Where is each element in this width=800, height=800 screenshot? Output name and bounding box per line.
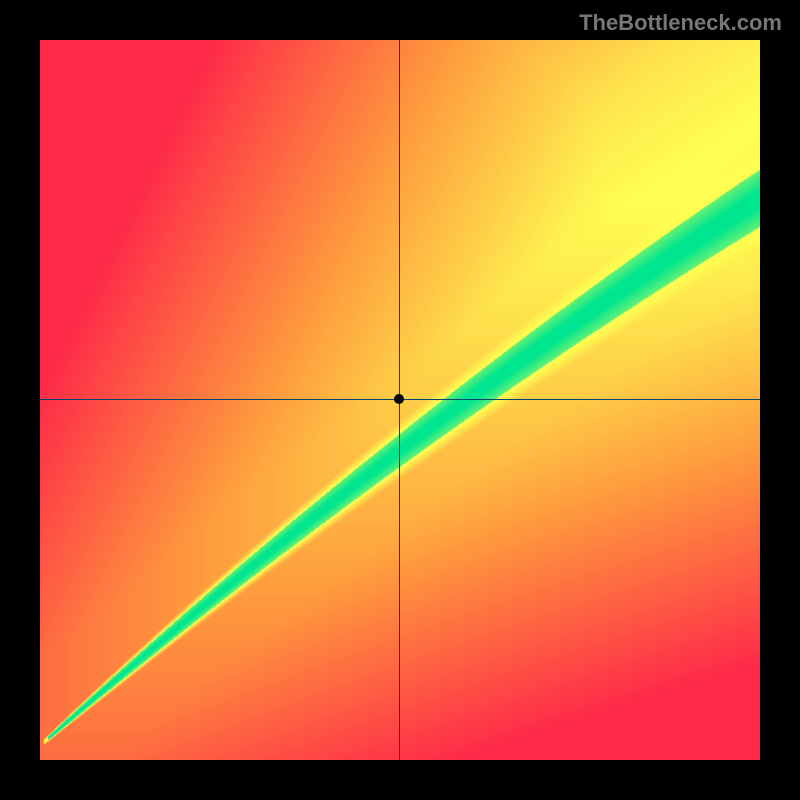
watermark-text: TheBottleneck.com [579, 10, 782, 36]
heatmap-plot [40, 40, 760, 760]
data-point-marker [394, 394, 404, 404]
